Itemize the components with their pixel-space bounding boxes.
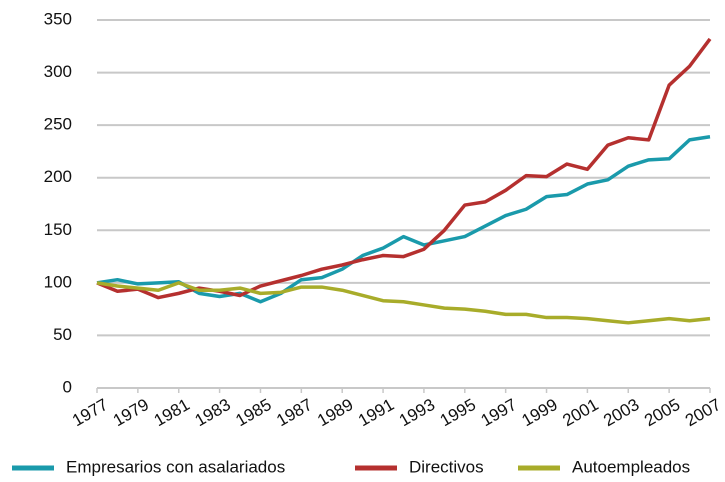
y-tick-label: 300 xyxy=(44,62,72,81)
x-tick-label: 1995 xyxy=(437,395,479,430)
x-tick-label: 2001 xyxy=(559,395,601,430)
legend-label: Autoempleados xyxy=(572,457,690,476)
x-tick-label: 1983 xyxy=(192,395,234,430)
x-tick-label: 1985 xyxy=(232,395,274,430)
x-tick-label: 1981 xyxy=(151,395,193,430)
y-tick-label: 150 xyxy=(44,220,72,239)
line xyxy=(96,134,711,304)
line xyxy=(96,281,711,325)
x-tick-label: 1999 xyxy=(519,395,561,430)
y-tick-label: 50 xyxy=(53,325,72,344)
y-tick-label: 0 xyxy=(63,377,72,396)
x-tick-label: 1987 xyxy=(273,395,315,430)
x-tick-label: 1991 xyxy=(355,395,397,430)
x-tick-label: 1997 xyxy=(478,395,520,430)
y-tick-label: 100 xyxy=(44,272,72,291)
x-tick-label: 1989 xyxy=(314,395,356,430)
y-tick-label: 250 xyxy=(44,115,72,134)
x-tick-label: 2003 xyxy=(600,395,642,430)
x-tick-label: 2007 xyxy=(682,395,724,430)
x-tick-label: 1977 xyxy=(69,395,111,430)
x-tick-label: 2005 xyxy=(641,395,683,430)
y-tick-label: 350 xyxy=(44,9,72,28)
legend-label: Directivos xyxy=(409,457,484,476)
x-tick-label: 1993 xyxy=(396,395,438,430)
y-tick-label: 200 xyxy=(44,167,72,186)
line xyxy=(96,37,712,300)
legend-label: Empresarios con asalariados xyxy=(66,457,285,476)
x-tick-label: 1979 xyxy=(110,395,152,430)
